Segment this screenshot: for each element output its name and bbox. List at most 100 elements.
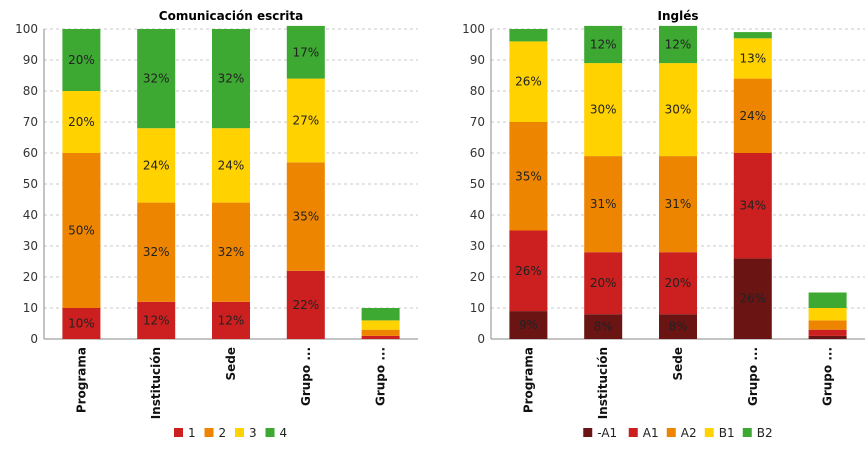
data-label: 26% [515, 264, 542, 278]
bar-segment-A2-3[interactable] [659, 156, 697, 253]
bar-segment-2-3[interactable] [212, 202, 250, 302]
legend-swatch [666, 428, 676, 437]
bar-segment-A1-5[interactable] [808, 329, 847, 336]
bar-segment-B2-5[interactable] [808, 292, 847, 309]
chart-title: Comunicación escrita [159, 9, 303, 23]
y-tick-label: 70 [470, 115, 485, 129]
bar-segment-4-2[interactable] [137, 29, 176, 129]
bar-segment-A1-4[interactable] [733, 153, 772, 259]
bar-segment-B1-2[interactable] [584, 63, 623, 157]
data-label: 20% [68, 53, 95, 67]
bar-segment-A1-2[interactable] [584, 252, 623, 315]
bar-segment-3-2[interactable] [137, 128, 176, 203]
legend-swatch [265, 428, 275, 437]
bar-segment-3-5[interactable] [361, 320, 400, 330]
legend: 1 2 3 4 [174, 426, 287, 440]
legend-label: -A1 [597, 426, 617, 440]
bar-segment-2-4[interactable] [286, 162, 325, 271]
bar-segment-4-3[interactable] [212, 29, 250, 129]
y-tick-label: 40 [470, 208, 485, 222]
bar-segment-B1-4[interactable] [733, 38, 772, 79]
y-tick-label: 50 [470, 177, 485, 191]
bar-segment-1-2[interactable] [137, 301, 176, 339]
bar-segment-mA1-1[interactable] [509, 311, 548, 339]
legend-swatch [235, 428, 244, 437]
bar-segment-A1-3[interactable] [659, 252, 697, 315]
legend-item[interactable]: B2 [742, 426, 773, 440]
bar-segment-mA1-5[interactable] [808, 335, 847, 339]
legend-label: 3 [249, 426, 257, 440]
data-label: 34% [739, 199, 766, 213]
bar-segment-mA1-3[interactable] [659, 314, 697, 339]
x-category-label: Grupo ... [746, 347, 760, 406]
data-label: 17% [292, 45, 319, 59]
bar-segment-3-4[interactable] [286, 78, 325, 163]
data-label: 32% [218, 72, 245, 86]
x-category-label: Grupo ... [374, 347, 388, 406]
bar-segment-4-1[interactable] [62, 29, 101, 91]
legend-swatch [174, 428, 183, 437]
legend-item[interactable]: -A1 [583, 426, 617, 440]
bar-segment-3-3[interactable] [212, 128, 250, 203]
legend: -A1 A1 A2 B1 B2 [583, 426, 773, 440]
legend-item[interactable]: 2 [204, 426, 227, 440]
x-category-label: Grupo ... [299, 347, 313, 406]
legend-item[interactable]: A2 [666, 426, 697, 440]
bar-segment-2-2[interactable] [137, 202, 176, 302]
legend-label: B2 [757, 426, 773, 440]
bar-segment-1-4[interactable] [286, 270, 325, 339]
y-tick-label: 30 [23, 239, 38, 253]
y-tick-label: 20 [470, 270, 485, 284]
legend-label: A2 [681, 426, 697, 440]
y-tick-label: 30 [470, 239, 485, 253]
bar-segment-B1-3[interactable] [659, 63, 697, 157]
bar-segment-B1-5[interactable] [808, 308, 847, 321]
data-label: 20% [590, 276, 617, 290]
data-label: 35% [515, 169, 542, 183]
bar-segment-1-3[interactable] [212, 301, 250, 339]
legend-item[interactable]: B1 [704, 426, 735, 440]
bar-segment-B2-4[interactable] [733, 32, 772, 39]
legend-label: 1 [188, 426, 196, 440]
bar-segment-A1-1[interactable] [509, 230, 548, 312]
y-tick-label: 90 [470, 53, 485, 67]
legend-item[interactable]: 3 [235, 426, 257, 440]
y-tick-label: 80 [23, 84, 38, 98]
bar-segment-mA1-2[interactable] [584, 314, 623, 339]
legend-swatch [742, 428, 752, 437]
y-tick-label: 60 [470, 146, 485, 160]
bar-segment-B2-3[interactable] [659, 25, 697, 64]
bar-segment-4-4[interactable] [286, 25, 325, 79]
bar-segment-3-1[interactable] [62, 91, 101, 153]
data-label: 31% [665, 197, 692, 211]
data-label: 32% [218, 245, 245, 259]
legend-item[interactable]: 4 [265, 426, 288, 440]
bar-segment-4-5[interactable] [361, 308, 400, 321]
legend-label: B1 [719, 426, 735, 440]
bar-segment-2-1[interactable] [62, 153, 101, 308]
legend-item[interactable]: 1 [174, 426, 196, 440]
y-tick-label: 100 [15, 22, 38, 36]
y-tick-label: 0 [477, 332, 485, 346]
bar-segment-1-5[interactable] [361, 335, 400, 339]
legend-label: 4 [280, 426, 288, 440]
y-tick-label: 10 [23, 301, 38, 315]
legend-item[interactable]: A1 [628, 426, 659, 440]
x-category-label: Institución [596, 347, 610, 419]
bar-segment-A2-5[interactable] [808, 320, 847, 330]
data-label: 12% [590, 38, 617, 52]
bar-segment-A2-2[interactable] [584, 156, 623, 253]
bar-segment-B1-1[interactable] [509, 41, 548, 122]
bar-segment-1-1[interactable] [62, 308, 101, 339]
bar-segment-2-5[interactable] [361, 329, 400, 336]
data-label: 27% [292, 113, 319, 127]
bar-segment-A2-4[interactable] [733, 78, 772, 153]
bar-segment-B2-1[interactable] [509, 29, 548, 42]
y-tick-label: 10 [470, 301, 485, 315]
data-label: 8% [594, 320, 613, 334]
bar-segment-B2-2[interactable] [584, 25, 623, 64]
y-tick-label: 70 [23, 115, 38, 129]
bar-segment-mA1-4[interactable] [733, 258, 772, 339]
bar-segment-A2-1[interactable] [509, 122, 548, 231]
